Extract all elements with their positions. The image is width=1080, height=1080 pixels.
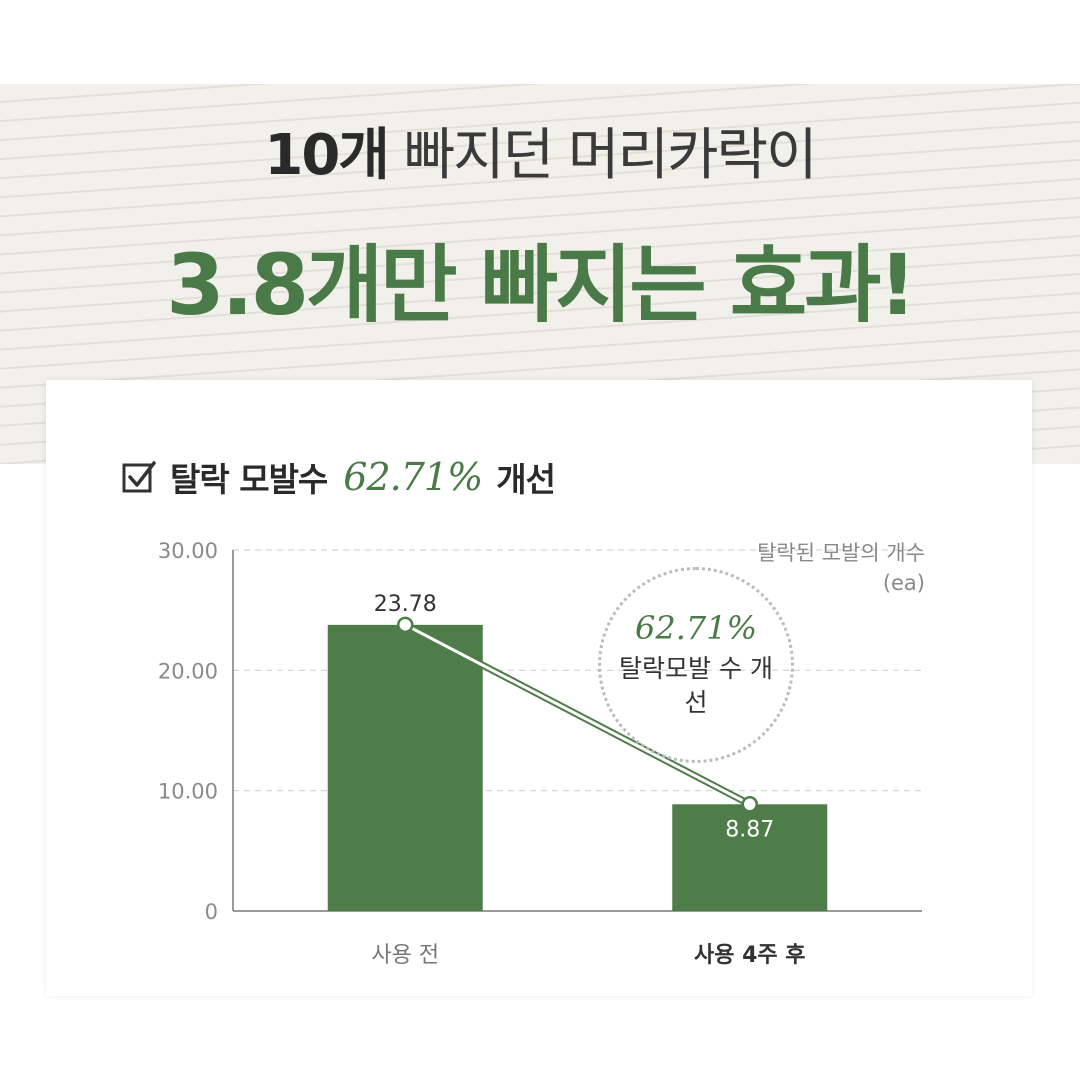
x-tick-label: 사용 전 [371,943,439,968]
y-axis-unit: (ea) [882,571,925,595]
card-title: 탈락 모발수 62.71% 개선 [122,452,556,502]
headline-line2: 3.8개만 빠지는 효과! [166,236,917,334]
data-label: 8.87 [725,817,774,842]
y-tick-label: 10.00 [158,780,218,804]
y-axis-label: 탈락된 모발의 개수 (ea) [757,538,925,598]
bar [327,624,483,911]
chart-card [46,380,1032,996]
bar [672,804,828,911]
headline-line1-text: 빠지던 머리카락이 [403,123,818,188]
y-tick-label: 20.00 [158,659,218,683]
y-tick-label: 0 [205,900,218,924]
data-label: 23.78 [374,592,437,617]
card-title-prefix: 탈락 모발수 [170,460,328,499]
card-title-percent: 62.71% [343,455,483,499]
y-axis-title: 탈락된 모발의 개수 [757,541,925,565]
trend-line [403,623,752,806]
headline-count: 10개 [264,123,389,188]
x-tick-label: 사용 4주 후 [694,943,806,968]
callout-percent: 62.71% [634,609,757,647]
y-tick-label: 30.00 [158,539,218,563]
data-point [741,796,758,813]
card-title-suffix: 개선 [496,460,556,499]
checkbox-icon [122,461,156,493]
headline-line1: 10개 빠지던 머리카락이 [0,110,1080,191]
improvement-callout: 62.71% 탈락모발 수 개선 [598,567,794,763]
data-point [397,616,414,634]
callout-text: 탈락모발 수 개선 [619,654,773,717]
